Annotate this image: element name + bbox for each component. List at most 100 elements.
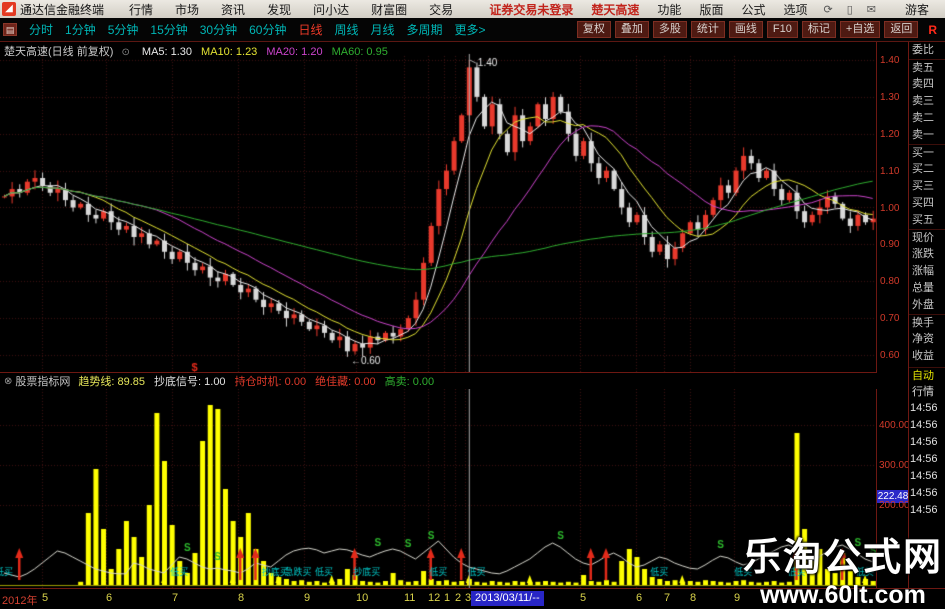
date-tick-label: 8: [690, 592, 697, 604]
period-tab[interactable]: 分时: [29, 23, 54, 37]
period-tab[interactable]: 15分钟: [150, 23, 188, 37]
toolbar-button[interactable]: F10: [766, 21, 798, 38]
quote-row-label: 涨幅: [912, 265, 934, 277]
date-tick-label: 11: [404, 592, 416, 604]
price-tick-label: 0.90: [880, 239, 900, 251]
price-tick-label: 1.00: [880, 202, 900, 214]
tick-time: 14:56: [910, 419, 938, 431]
period-tabs: 分时 1分钟 5分钟 15分钟 30分钟 60分钟 日线 周线 月线 多周期 更多>: [23, 21, 492, 38]
period-tab[interactable]: 周线: [334, 23, 359, 37]
ma-field: MA10: 1.23: [201, 46, 258, 58]
tick-times-list: 14:56 14:56 14:56 14:56 14:56 14:56 14:56: [909, 400, 945, 519]
cursor-date-badge: 2013/03/11/--: [471, 591, 544, 606]
date-tick-label: 3: [465, 592, 472, 604]
indicator-canvas[interactable]: [0, 389, 876, 588]
sidebar-tab[interactable]: 行情: [912, 386, 934, 398]
price-tick-label: 0.60: [880, 350, 900, 361]
chart-type-icon[interactable]: ▤: [3, 23, 17, 36]
toolbar-button[interactable]: 多股: [652, 21, 687, 38]
indicator-field: 绝佳藏: 0.00: [315, 376, 376, 388]
indicator-field: 高卖: 0.00: [384, 376, 435, 388]
topbar-menu-item[interactable]: 版面: [699, 2, 724, 17]
date-tick-label: 6: [636, 592, 643, 604]
right-menus: 功能 版面 公式 选项: [648, 1, 816, 18]
period-tab[interactable]: 5分钟: [107, 23, 139, 37]
date-tick-label: 1: [444, 592, 451, 604]
toolbar-button[interactable]: 画线: [728, 21, 763, 38]
tick-time: 14:56: [910, 487, 938, 499]
quote-row-label: 收益: [912, 350, 934, 362]
toolbar-button[interactable]: 叠加: [614, 21, 649, 38]
indicator-source[interactable]: 股票指标网: [15, 376, 71, 388]
quote-row-label: 换手: [909, 314, 945, 331]
quote-row-label: 卖二: [912, 112, 934, 124]
quote-row-label: 买五: [912, 214, 934, 226]
status-links: 证券交易未登录 楚天高速: [480, 1, 648, 18]
topbar-menu-item[interactable]: 公式: [741, 2, 766, 17]
topbar-menu-item[interactable]: 市场: [175, 2, 200, 17]
date-tick-label: 5: [580, 592, 587, 604]
topbar-menu-item[interactable]: 行情: [129, 2, 154, 17]
tick-time: 14:56: [910, 402, 938, 414]
date-tick-label: 9: [734, 592, 741, 604]
quote-row-label: 卖一: [912, 129, 934, 141]
indicator-values: 趋势线: 89.85 抄底信号: 1.00 持仓时机: 0.00 绝佳藏: 0.00 高…: [78, 373, 443, 389]
quote-row-label: 买三: [912, 180, 934, 192]
toolbar-button[interactable]: +自选: [839, 21, 881, 38]
refresh-icon[interactable]: ⟳: [823, 3, 833, 16]
price-tick-label: 0.70: [880, 313, 900, 325]
price-tick-label: 1.10: [880, 165, 900, 177]
phone-icon[interactable]: ▯: [846, 3, 853, 16]
topbar-menu-item[interactable]: 财富圈: [371, 2, 408, 17]
indicator-current-value: 222.48: [877, 490, 909, 503]
topbar-menu-item[interactable]: 功能: [657, 2, 682, 17]
topbar-menu-item[interactable]: 交易: [429, 2, 454, 17]
topbar-menu-item[interactable]: 发现: [267, 2, 292, 17]
toolbar-button[interactable]: 复权: [576, 21, 611, 38]
date-tick-label: 2012年: [2, 595, 38, 607]
topbar-menu-item[interactable]: 选项: [783, 2, 808, 17]
radar-button[interactable]: R: [928, 22, 937, 37]
topbar-menu-item[interactable]: 问小达: [313, 2, 350, 17]
period-tab[interactable]: 30分钟: [199, 23, 238, 37]
user-guest-label[interactable]: 游客: [904, 2, 929, 17]
price-tick-label: 1.20: [880, 128, 900, 140]
period-tab[interactable]: 多周期: [406, 23, 443, 37]
toolbar-button[interactable]: 统计: [690, 21, 725, 38]
quote-row-label: 卖四: [912, 78, 934, 90]
period-tab[interactable]: 日线: [298, 23, 323, 37]
ma-values: MA5: 1.30 MA10: 1.23 MA20: 1.20 MA60: 0.95: [133, 46, 388, 58]
tick-time: 14:56: [910, 470, 938, 482]
ma-field: MA20: 1.20: [266, 46, 323, 58]
period-tab[interactable]: 60分钟: [249, 23, 287, 37]
main-chart-area: 楚天高速(日线 前复权) ⊙ MA5: 1.30 MA10: 1.23 MA20: …: [0, 42, 876, 372]
indicator-field: 抄底信号: 1.00: [154, 376, 226, 388]
price-axis: 1.40 1.30 1.20 1.10 1.00 0.90 0.80 0.70 0.60: [876, 42, 908, 372]
indicator-axis: 222.48 400.00 300.00 200.00: [876, 389, 910, 588]
quote-row-label: 涨跌: [912, 248, 934, 260]
toolbar-button[interactable]: 返回: [884, 21, 919, 38]
period-tab[interactable]: 月线: [370, 23, 395, 37]
tick-time: 14:56: [910, 504, 938, 516]
price-tick-label: 1.40: [880, 55, 900, 66]
candlestick-canvas[interactable]: [0, 42, 876, 372]
mail-icon[interactable]: ✉: [866, 3, 876, 16]
date-tick-label: 8: [238, 592, 245, 604]
status-link[interactable]: 证券交易未登录: [489, 2, 574, 17]
sidebar-tab[interactable]: 自动: [912, 370, 934, 382]
app-logo-icon[interactable]: ◢: [2, 2, 16, 16]
tick-time: 14:56: [910, 453, 938, 465]
collapse-icon[interactable]: ⊙: [121, 47, 130, 58]
chart-header: 楚天高速(日线 前复权) ⊙ MA5: 1.30 MA10: 1.23 MA20: …: [4, 43, 388, 58]
indicator-field: 趋势线: 89.85: [78, 376, 146, 388]
close-indicator-icon[interactable]: ⊗: [4, 375, 13, 387]
period-tab[interactable]: 更多>: [454, 23, 486, 37]
ma-field: MA5: 1.30: [141, 46, 193, 58]
status-link[interactable]: 楚天高速: [591, 2, 640, 17]
quote-row-label: 卖五: [909, 59, 945, 76]
quote-row-label: 委比: [912, 44, 934, 56]
period-tab[interactable]: 1分钟: [65, 23, 96, 37]
toolbar-button[interactable]: 标记: [801, 21, 836, 38]
topbar-menu-item[interactable]: 资讯: [221, 2, 246, 17]
